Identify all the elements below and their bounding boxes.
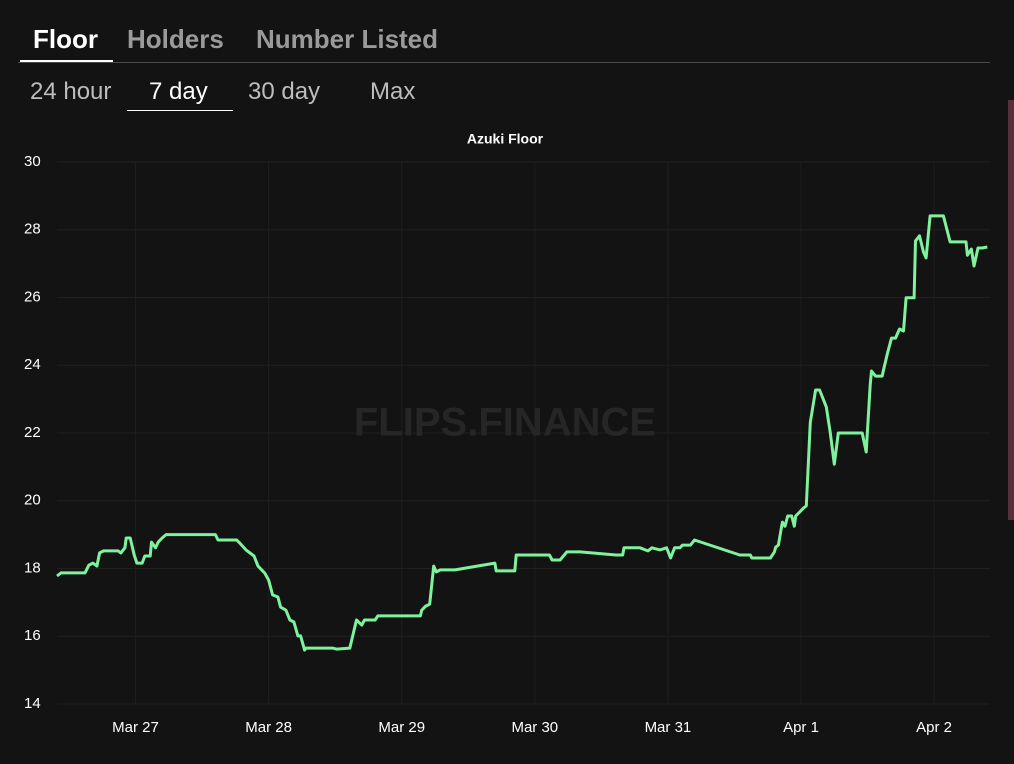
y-tick-label: 16 xyxy=(24,627,41,644)
y-tick-label: 14 xyxy=(24,695,41,712)
x-tick-label: Mar 29 xyxy=(378,719,425,736)
line xyxy=(56,214,988,652)
watermark: FLIPS.FINANCE xyxy=(354,401,656,445)
x-tick-label: Apr 2 xyxy=(916,719,952,736)
period-button[interactable]: 7 day xyxy=(149,78,208,105)
x-tick-label: Mar 30 xyxy=(511,719,558,736)
y-tick-label: 20 xyxy=(24,492,41,509)
period-button[interactable]: Max xyxy=(370,78,416,105)
tab[interactable]: Number Listed xyxy=(256,24,439,54)
x-tick-label: Mar 27 xyxy=(112,719,159,736)
period-button[interactable]: 24 hour xyxy=(30,78,112,105)
y-tick-label: 30 xyxy=(24,153,41,170)
y-tick-label: 26 xyxy=(24,288,41,305)
y-tick-label: 22 xyxy=(24,424,41,441)
tab[interactable]: Floor xyxy=(33,24,98,54)
edge-strip xyxy=(1008,100,1014,520)
tab-underline xyxy=(20,60,113,62)
y-tick-label: 28 xyxy=(24,221,41,238)
x-tick-label: Mar 31 xyxy=(645,719,692,736)
y-tick-label: 24 xyxy=(24,356,41,373)
x-tick-label: Apr 1 xyxy=(783,719,819,736)
tab[interactable]: Holders xyxy=(127,24,224,54)
period-button[interactable]: 30 day xyxy=(248,78,321,105)
tab-divider xyxy=(18,62,990,63)
x-tick-label: Mar 28 xyxy=(245,719,292,736)
period-underline xyxy=(127,110,233,111)
y-tick-label: 18 xyxy=(24,559,41,576)
chart-title: Azuki Floor xyxy=(467,131,544,147)
